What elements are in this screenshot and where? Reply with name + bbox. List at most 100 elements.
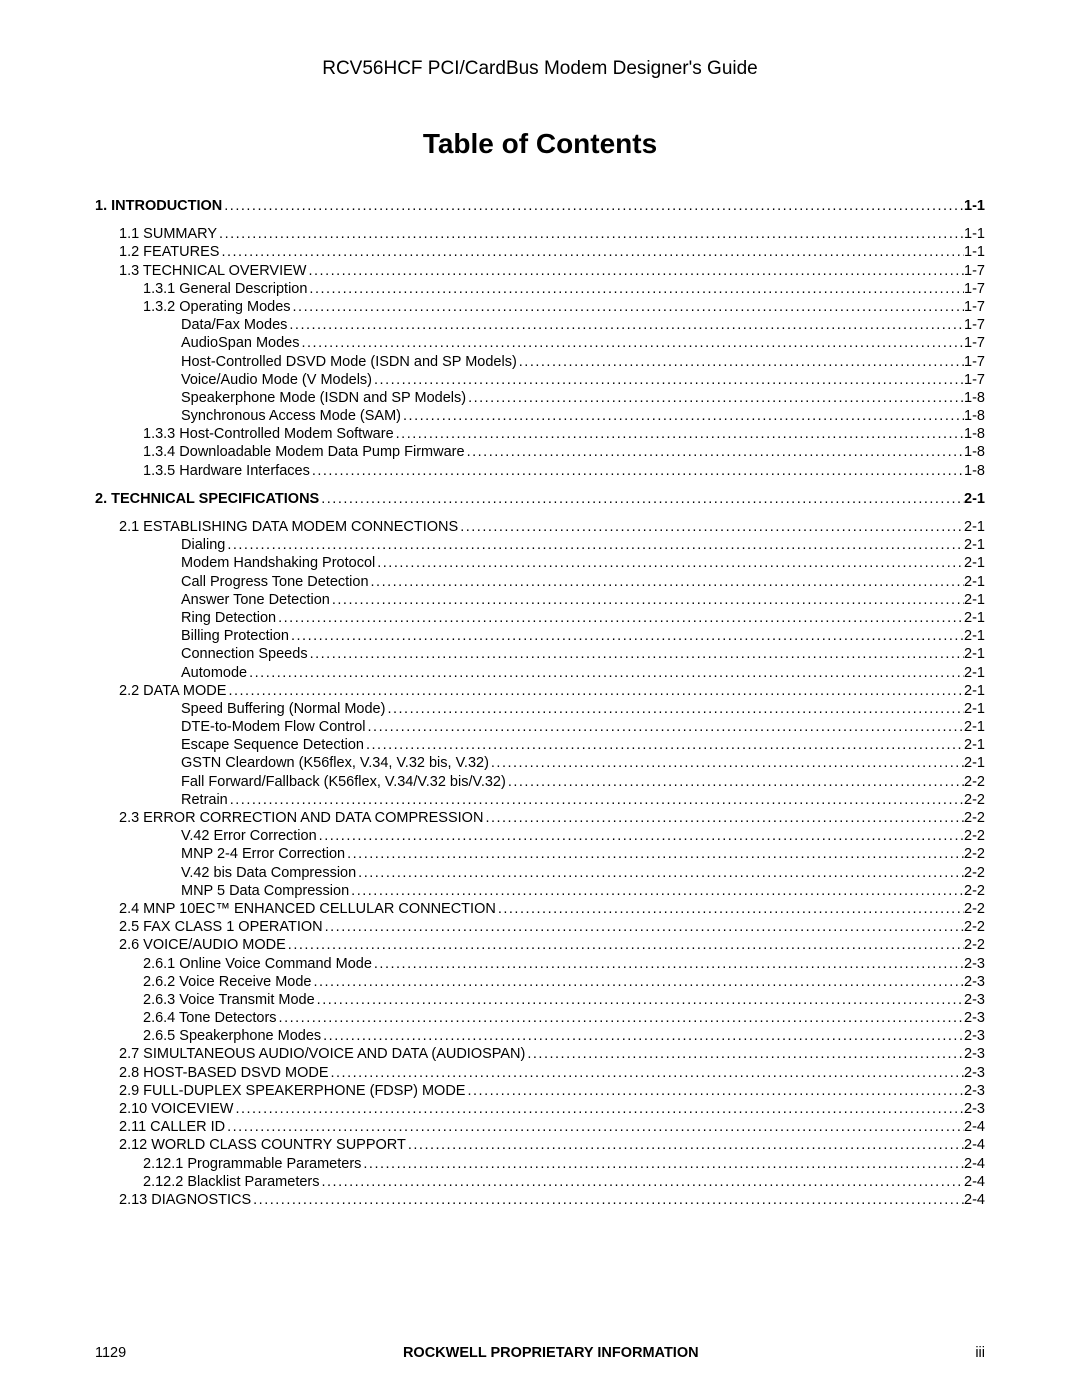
toc-entry-page: 1-8 xyxy=(964,463,985,481)
toc-entry: 2.12.1 Programmable Parameters2-4 xyxy=(95,1156,985,1174)
toc-entry-label: 2.8 HOST-BASED DSVD MODE xyxy=(119,1065,329,1083)
toc-entry-label: Connection Speeds xyxy=(181,646,308,664)
toc-entry-page: 2-3 xyxy=(964,1065,985,1083)
toc-entry-label: 1.1 SUMMARY xyxy=(119,226,217,244)
toc-leader-dots xyxy=(310,463,964,481)
toc-leader-dots xyxy=(349,883,964,901)
toc-entry: 2.1 ESTABLISHING DATA MODEM CONNECTIONS2… xyxy=(95,519,985,537)
toc-leader-dots xyxy=(319,491,964,509)
toc-entry: Voice/Audio Mode (V Models) 1-7 xyxy=(95,372,985,390)
toc-leader-dots xyxy=(226,683,964,701)
toc-entry: Speakerphone Mode (ISDN and SP Models)1-… xyxy=(95,390,985,408)
toc-entry-page: 2-1 xyxy=(964,737,985,755)
toc-entry-label: 2.13 DIAGNOSTICS xyxy=(119,1192,251,1210)
toc-leader-dots xyxy=(372,372,964,390)
toc-entry-page: 2-3 xyxy=(964,1010,985,1028)
toc-entry-page: 2-3 xyxy=(964,974,985,992)
toc-entry: DTE-to-Modem Flow Control2-1 xyxy=(95,719,985,737)
toc-entry-label: 2.9 FULL-DUPLEX SPEAKERPHONE (FDSP) MODE xyxy=(119,1083,465,1101)
toc-entry-label: 2.5 FAX CLASS 1 OPERATION xyxy=(119,919,323,937)
toc-entry-page: 1-8 xyxy=(964,390,985,408)
toc-entry-label: 1.3.4 Downloadable Modem Data Pump Firmw… xyxy=(143,444,465,462)
toc-entry-label: Voice/Audio Mode (V Models) xyxy=(181,372,372,390)
toc-entry-page: 1-1 xyxy=(964,244,985,262)
toc-leader-dots xyxy=(458,519,964,537)
toc-entry: Answer Tone Detection2-1 xyxy=(95,592,985,610)
toc-leader-dots xyxy=(466,390,964,408)
toc-entry-page: 2-1 xyxy=(964,537,985,555)
toc-entry-label: 2.6.5 Speakerphone Modes xyxy=(143,1028,321,1046)
toc-entry-label: 2.4 MNP 10EC™ ENHANCED CELLULAR CONNECTI… xyxy=(119,901,496,919)
toc-leader-dots xyxy=(219,244,964,262)
toc-entry-label: 2.6.1 Online Voice Command Mode xyxy=(143,956,372,974)
toc-entry-label: Billing Protection xyxy=(181,628,289,646)
footer-left: 1129 xyxy=(95,1345,126,1361)
toc-entry-page: 1-8 xyxy=(964,426,985,444)
toc-leader-dots xyxy=(306,263,964,281)
toc-leader-dots xyxy=(225,537,964,555)
toc-entry-label: 1. INTRODUCTION xyxy=(95,198,222,216)
toc-entry: Dialing 2-1 xyxy=(95,537,985,555)
toc-leader-dots xyxy=(496,901,964,919)
toc-entry-page: 2-2 xyxy=(964,846,985,864)
toc-entry-page: 1-7 xyxy=(964,354,985,372)
toc-entry-page: 2-3 xyxy=(964,1046,985,1064)
toc-entry-page: 2-2 xyxy=(964,865,985,883)
toc-entry-page: 2-1 xyxy=(964,555,985,573)
toc-leader-dots xyxy=(385,701,964,719)
toc-entry: 1.3.2 Operating Modes1-7 xyxy=(95,299,985,317)
toc-leader-dots xyxy=(366,719,965,737)
toc-entry-page: 1-7 xyxy=(964,335,985,353)
toc-entry-label: Dialing xyxy=(181,537,225,555)
toc-leader-dots xyxy=(233,1101,964,1119)
toc-leader-dots xyxy=(517,354,964,372)
toc-entry-page: 2-4 xyxy=(964,1156,985,1174)
toc-entry-label: 2.3 ERROR CORRECTION AND DATA COMPRESSIO… xyxy=(119,810,483,828)
toc-leader-dots xyxy=(291,299,965,317)
toc-entry-page: 2-3 xyxy=(964,1028,985,1046)
toc-entry: 2.11 CALLER ID2-4 xyxy=(95,1119,985,1137)
toc-entry: 2.7 SIMULTANEOUS AUDIO/VOICE AND DATA (A… xyxy=(95,1046,985,1064)
toc-leader-dots xyxy=(483,810,964,828)
toc-entry-page: 1-7 xyxy=(964,372,985,390)
toc-entry-page: 2-1 xyxy=(964,592,985,610)
toc-entry-label: 1.3 TECHNICAL OVERVIEW xyxy=(119,263,306,281)
toc-entry: GSTN Cleardown (K56flex, V.34, V.32 bis,… xyxy=(95,755,985,773)
toc-entry-page: 2-1 xyxy=(964,574,985,592)
toc-entry-label: AudioSpan Modes xyxy=(181,335,300,353)
toc-leader-dots xyxy=(364,737,964,755)
toc-leader-dots xyxy=(506,774,964,792)
toc-entry: Modem Handshaking Protocol2-1 xyxy=(95,555,985,573)
toc-entry: 2.2 DATA MODE2-1 xyxy=(95,683,985,701)
toc-entry-page: 1-1 xyxy=(964,226,985,244)
toc-leader-dots xyxy=(345,846,964,864)
toc-entry-page: 2-2 xyxy=(964,919,985,937)
toc-leader-dots xyxy=(489,755,964,773)
toc-entry-page: 2-1 xyxy=(964,719,985,737)
footer-center: ROCKWELL PROPRIETARY INFORMATION xyxy=(403,1345,699,1361)
toc-entry: 2.10 VOICEVIEW2-3 xyxy=(95,1101,985,1119)
toc-leader-dots xyxy=(311,974,964,992)
toc-entry-label: Host-Controlled DSVD Mode (ISDN and SP M… xyxy=(181,354,517,372)
toc-entry-page: 2-3 xyxy=(964,956,985,974)
toc-entry: V.42 bis Data Compression2-2 xyxy=(95,865,985,883)
toc-entry-label: 2.7 SIMULTANEOUS AUDIO/VOICE AND DATA (A… xyxy=(119,1046,525,1064)
toc-leader-dots xyxy=(525,1046,964,1064)
toc-entry-page: 2-4 xyxy=(964,1192,985,1210)
toc-entry-page: 1-8 xyxy=(964,444,985,462)
toc-leader-dots xyxy=(356,865,964,883)
toc-entry-page: 2-2 xyxy=(964,774,985,792)
toc-entry-page: 2-1 xyxy=(964,755,985,773)
toc-entry: 2. TECHNICAL SPECIFICATIONS2-1 xyxy=(95,491,985,509)
toc-leader-dots xyxy=(308,646,964,664)
toc-entry-label: 2.6.2 Voice Receive Mode xyxy=(143,974,311,992)
toc-leader-dots xyxy=(287,317,964,335)
toc-entry: Call Progress Tone Detection2-1 xyxy=(95,574,985,592)
toc-entry-page: 2-3 xyxy=(964,1101,985,1119)
toc-entry: Billing Protection2-1 xyxy=(95,628,985,646)
toc-leader-dots xyxy=(394,426,964,444)
toc-entry: 2.4 MNP 10EC™ ENHANCED CELLULAR CONNECTI… xyxy=(95,901,985,919)
toc-entry: 1.1 SUMMARY 1-1 xyxy=(95,226,985,244)
toc-entry: 1.3.3 Host-Controlled Modem Software1-8 xyxy=(95,426,985,444)
toc-leader-dots xyxy=(247,665,964,683)
